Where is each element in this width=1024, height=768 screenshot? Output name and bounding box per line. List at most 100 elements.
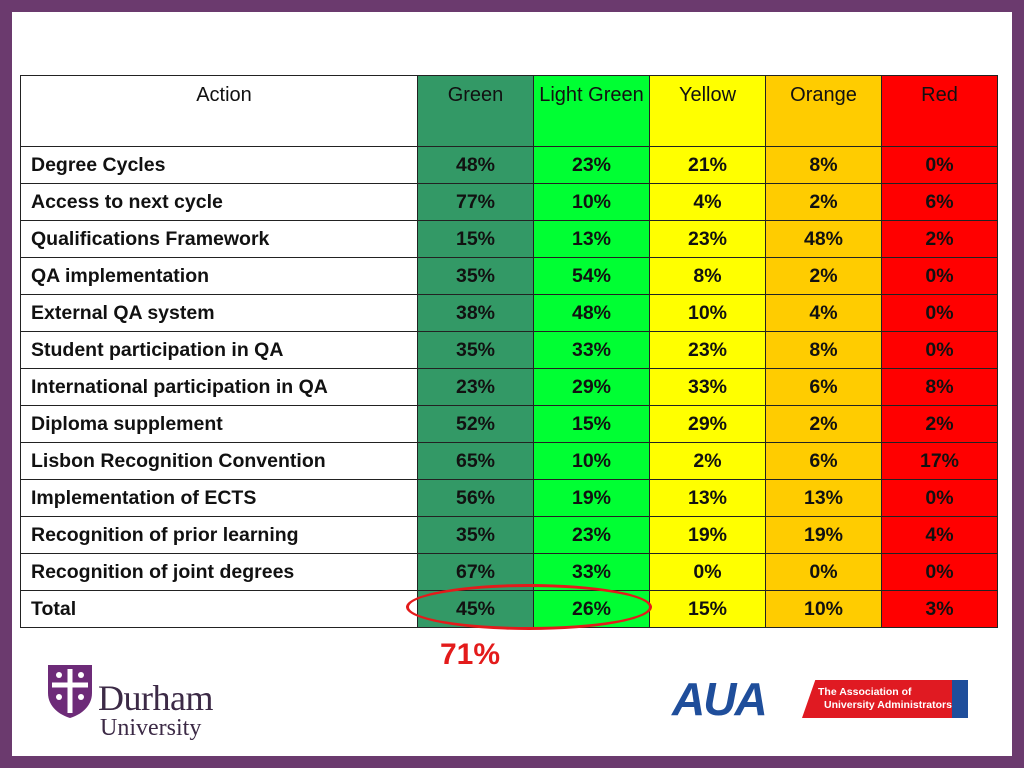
slide: Action Green Light Green Yellow Orange R… bbox=[12, 12, 1012, 756]
aua-red-band bbox=[802, 680, 968, 718]
red-value-cell: 3% bbox=[881, 590, 998, 628]
light-green-value-cell: 54% bbox=[533, 257, 650, 295]
table-body: Degree Cycles 48% 23% 21% 8% 0% Access to next… bbox=[20, 146, 998, 628]
header-orange: Orange bbox=[765, 75, 882, 147]
action-cell: Student participation in QA bbox=[20, 331, 418, 369]
action-cell: Diploma supplement bbox=[20, 405, 418, 443]
aua-letters: AUA bbox=[672, 673, 768, 725]
yellow-value-cell: 13% bbox=[649, 479, 766, 517]
green-value-cell: 23% bbox=[417, 368, 534, 406]
green-value-cell: 15% bbox=[417, 220, 534, 258]
table-row: Recognition of prior learning 35% 23% 19% 19… bbox=[20, 516, 998, 554]
header-green: Green bbox=[417, 75, 534, 147]
red-value-cell: 0% bbox=[881, 479, 998, 517]
aua-blue-band bbox=[952, 680, 968, 718]
table-row: Access to next cycle 77% 10% 4% 2% 6% bbox=[20, 183, 998, 221]
action-cell: Qualifications Framework bbox=[20, 220, 418, 258]
light-green-value-cell: 23% bbox=[533, 516, 650, 554]
light-green-value-cell: 15% bbox=[533, 405, 650, 443]
orange-value-cell: 6% bbox=[765, 368, 882, 406]
green-value-cell: 77% bbox=[417, 183, 534, 221]
action-cell: Degree Cycles bbox=[20, 146, 418, 184]
light-green-value-cell: 19% bbox=[533, 479, 650, 517]
action-cell: External QA system bbox=[20, 294, 418, 332]
light-green-value-cell: 10% bbox=[533, 183, 650, 221]
red-value-cell: 6% bbox=[881, 183, 998, 221]
action-cell: Implementation of ECTS bbox=[20, 479, 418, 517]
table-row: External QA system 38% 48% 10% 4% 0% bbox=[20, 294, 998, 332]
yellow-value-cell: 15% bbox=[649, 590, 766, 628]
green-value-cell: 56% bbox=[417, 479, 534, 517]
orange-value-cell: 0% bbox=[765, 553, 882, 591]
yellow-value-cell: 0% bbox=[649, 553, 766, 591]
action-cell: Total bbox=[20, 590, 418, 628]
orange-value-cell: 48% bbox=[765, 220, 882, 258]
table-header-row: Action Green Light Green Yellow Orange R… bbox=[20, 75, 998, 147]
yellow-value-cell: 23% bbox=[649, 331, 766, 369]
green-value-cell: 35% bbox=[417, 331, 534, 369]
light-green-value-cell: 10% bbox=[533, 442, 650, 480]
table-row: Recognition of joint degrees 67% 33% 0% 0% 0% bbox=[20, 553, 998, 591]
yellow-value-cell: 29% bbox=[649, 405, 766, 443]
red-value-cell: 8% bbox=[881, 368, 998, 406]
yellow-value-cell: 2% bbox=[649, 442, 766, 480]
red-value-cell: 0% bbox=[881, 553, 998, 591]
red-value-cell: 2% bbox=[881, 220, 998, 258]
status-table: Action Green Light Green Yellow Orange R… bbox=[20, 75, 998, 628]
table-row: Student participation in QA 35% 33% 23% 8% 0% bbox=[20, 331, 998, 369]
table-row: Degree Cycles 48% 23% 21% 8% 0% bbox=[20, 146, 998, 184]
table-row: QA implementation 35% 54% 8% 2% 0% bbox=[20, 257, 998, 295]
orange-value-cell: 2% bbox=[765, 405, 882, 443]
durham-crest-icon bbox=[48, 665, 92, 718]
header-light-green: Light Green bbox=[533, 75, 650, 147]
yellow-value-cell: 10% bbox=[649, 294, 766, 332]
orange-value-cell: 4% bbox=[765, 294, 882, 332]
durham-name: Durham bbox=[98, 678, 213, 718]
orange-value-cell: 8% bbox=[765, 146, 882, 184]
green-value-cell: 52% bbox=[417, 405, 534, 443]
orange-value-cell: 10% bbox=[765, 590, 882, 628]
aua-logo: AUA The Association of University Admini… bbox=[672, 673, 968, 725]
light-green-value-cell: 23% bbox=[533, 146, 650, 184]
red-value-cell: 0% bbox=[881, 146, 998, 184]
orange-value-cell: 2% bbox=[765, 183, 882, 221]
aua-line-2: University Administrators bbox=[824, 699, 952, 711]
header-yellow: Yellow bbox=[649, 75, 766, 147]
green-value-cell: 48% bbox=[417, 146, 534, 184]
orange-value-cell: 13% bbox=[765, 479, 882, 517]
light-green-value-cell: 48% bbox=[533, 294, 650, 332]
table-row: International participation in QA 23% 29% 3… bbox=[20, 368, 998, 406]
yellow-value-cell: 21% bbox=[649, 146, 766, 184]
green-value-cell: 65% bbox=[417, 442, 534, 480]
green-value-cell: 38% bbox=[417, 294, 534, 332]
orange-value-cell: 19% bbox=[765, 516, 882, 554]
durham-university-logo: Durham University bbox=[46, 663, 246, 743]
red-value-cell: 0% bbox=[881, 294, 998, 332]
table-row: Implementation of ECTS 56% 19% 13% 13% 0% bbox=[20, 479, 998, 517]
red-value-cell: 4% bbox=[881, 516, 998, 554]
action-cell: QA implementation bbox=[20, 257, 418, 295]
yellow-value-cell: 8% bbox=[649, 257, 766, 295]
orange-value-cell: 2% bbox=[765, 257, 882, 295]
yellow-value-cell: 4% bbox=[649, 183, 766, 221]
light-green-value-cell: 13% bbox=[533, 220, 650, 258]
aua-line-1: The Association of bbox=[818, 686, 912, 698]
header-action: Action bbox=[20, 75, 418, 147]
table-row: Lisbon Recognition Convention 65% 10% 2% 6% 1… bbox=[20, 442, 998, 480]
highlight-ellipse bbox=[406, 584, 652, 630]
red-value-cell: 17% bbox=[881, 442, 998, 480]
header-red: Red bbox=[881, 75, 998, 147]
durham-subtitle: University bbox=[100, 715, 202, 741]
action-cell: Recognition of joint degrees bbox=[20, 553, 418, 591]
yellow-value-cell: 23% bbox=[649, 220, 766, 258]
sum-annotation: 71% bbox=[440, 638, 501, 671]
red-value-cell: 0% bbox=[881, 331, 998, 369]
table-row: Qualifications Framework 15% 13% 23% 48% 2% bbox=[20, 220, 998, 258]
green-value-cell: 35% bbox=[417, 516, 534, 554]
green-value-cell: 35% bbox=[417, 257, 534, 295]
orange-value-cell: 8% bbox=[765, 331, 882, 369]
yellow-value-cell: 19% bbox=[649, 516, 766, 554]
red-value-cell: 0% bbox=[881, 257, 998, 295]
action-cell: International participation in QA bbox=[20, 368, 418, 406]
action-cell: Lisbon Recognition Convention bbox=[20, 442, 418, 480]
